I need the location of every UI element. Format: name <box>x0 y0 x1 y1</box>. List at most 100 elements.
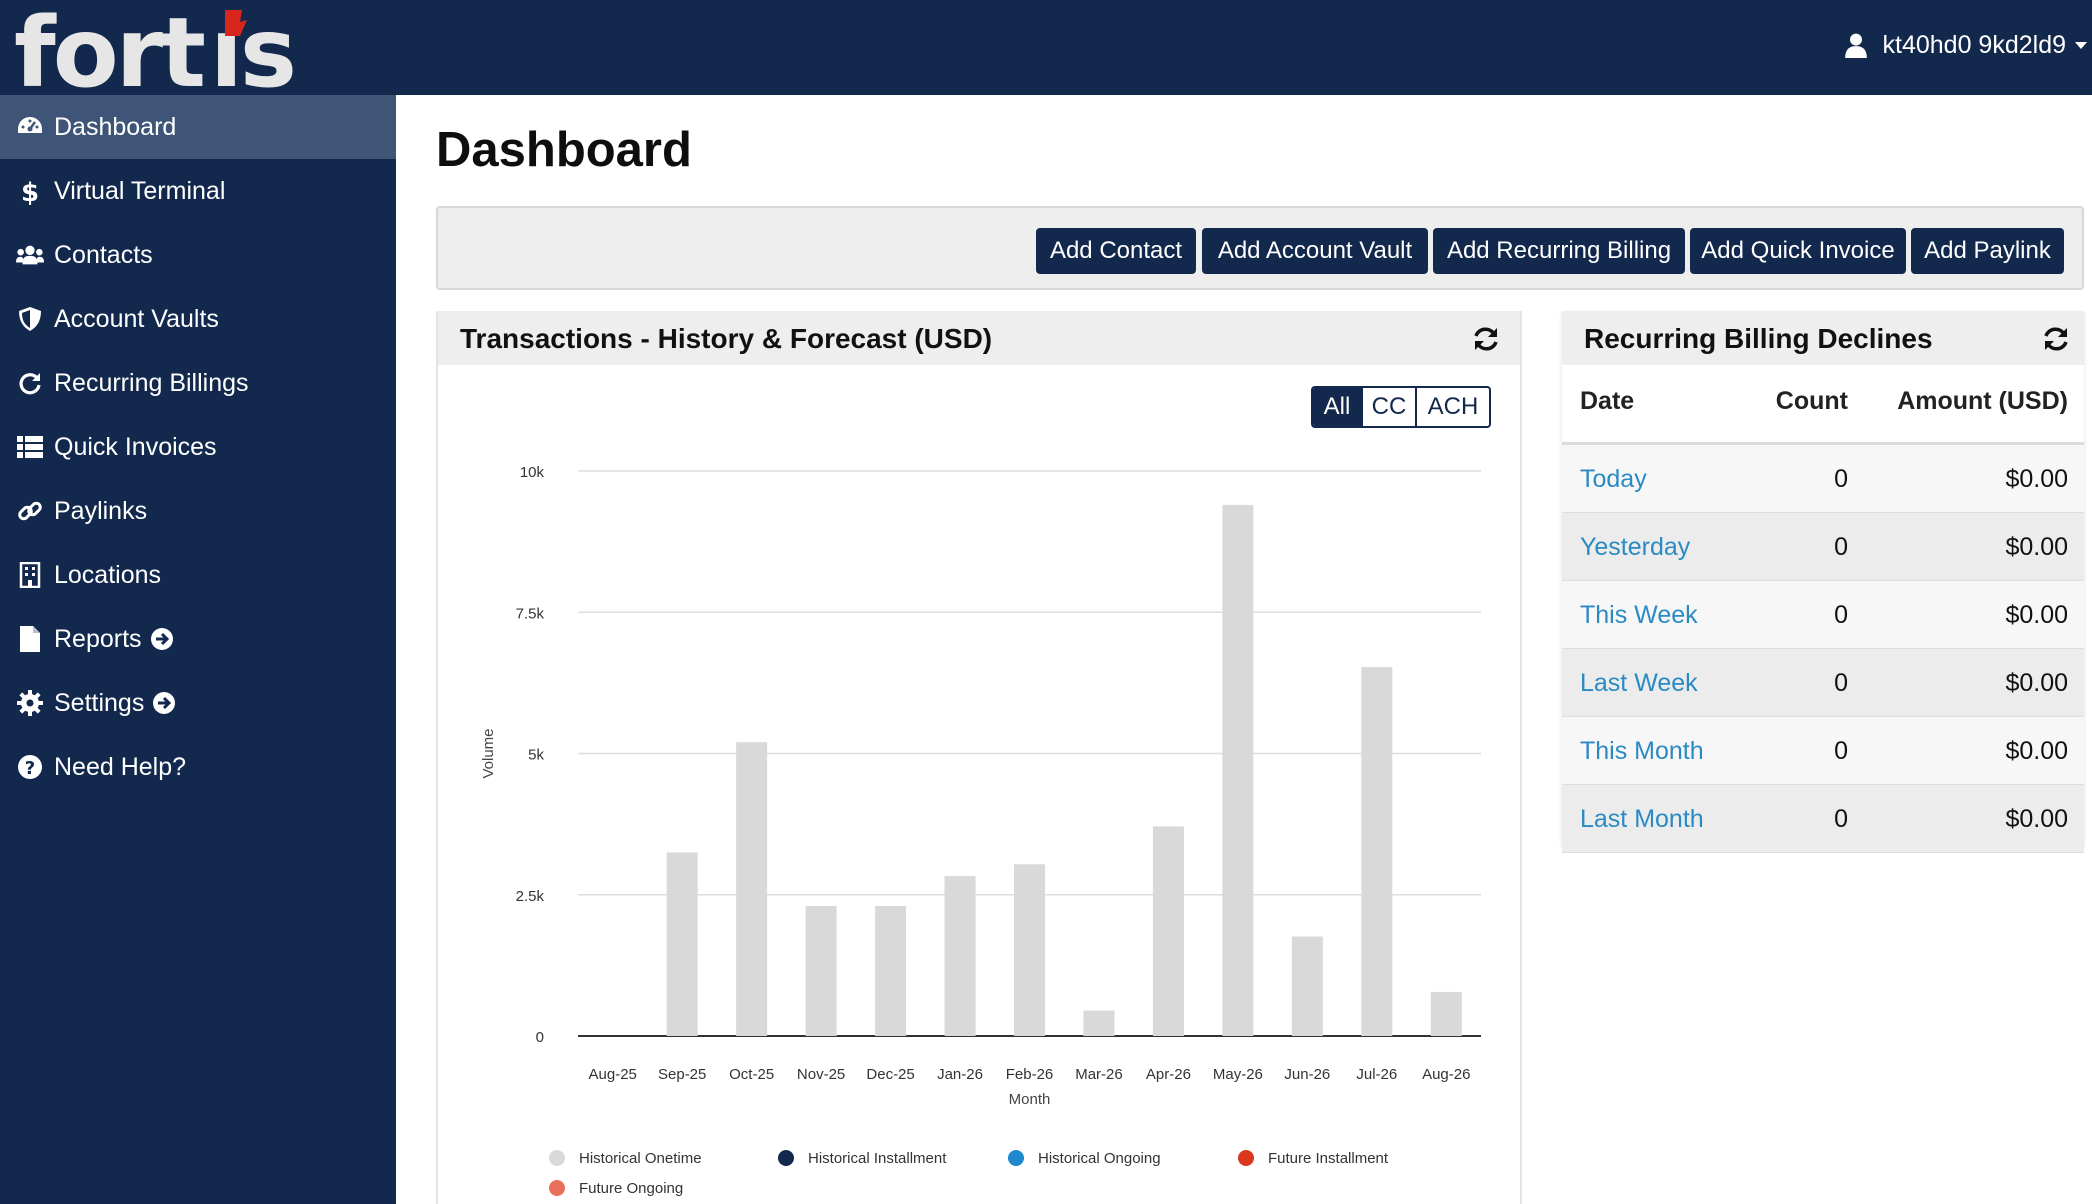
sidebar-item-recurring-billings[interactable]: Recurring Billings <box>0 351 396 415</box>
redo-icon <box>16 369 44 397</box>
amount-cell: $0.00 <box>2005 669 2068 697</box>
legend-label: Future Ongoing <box>579 1180 683 1197</box>
count-cell: 0 <box>1834 533 1848 561</box>
bar-historical-onetime <box>736 742 768 1036</box>
legend-label: Historical Ongoing <box>1038 1150 1161 1167</box>
table-row: This Month 0 $0.00 <box>1562 717 2084 785</box>
table-row: Last Month 0 $0.00 <box>1562 785 2084 853</box>
sidebar-item-reports[interactable]: Reports <box>0 607 396 671</box>
building-icon <box>16 561 44 589</box>
x-axis-title: Month <box>1009 1091 1051 1108</box>
sidebar-item-label: Need Help? <box>54 752 187 781</box>
sidebar-item-label: Reports <box>54 624 142 653</box>
y-tick-label: 2.5k <box>516 888 545 905</box>
sidebar-item-label: Settings <box>54 688 145 717</box>
bar-historical-onetime <box>1430 991 1462 1036</box>
svg-text:fort: fort <box>14 2 204 94</box>
y-tick-label: 7.5k <box>516 605 545 622</box>
sidebar-item-label: Dashboard <box>54 112 177 141</box>
bar-historical-onetime <box>1361 667 1393 1036</box>
add-paylink-button[interactable]: Add Paylink <box>1911 228 2064 274</box>
refresh-icon[interactable] <box>1472 325 1500 353</box>
legend-marker <box>1008 1150 1024 1166</box>
sidebar-item-virtual-terminal[interactable]: $ Virtual Terminal <box>0 159 396 223</box>
user-menu[interactable]: kt40hd0 9kd2ld9 <box>1843 0 2092 90</box>
card-header: Recurring Billing Declines <box>1562 311 2084 365</box>
arrow-circle-right-icon <box>153 692 176 714</box>
count-cell: 0 <box>1834 465 1848 493</box>
sidebar-item-locations[interactable]: Locations <box>0 543 396 607</box>
x-tick-label: Oct-25 <box>729 1066 774 1083</box>
action-bar: Add Contact Add Account Vault Add Recurr… <box>436 206 2084 290</box>
card-header: Transactions - History & Forecast (USD) <box>438 311 1520 365</box>
amount-cell: $0.00 <box>2005 465 2068 493</box>
column-header-amount: Amount (USD) <box>1897 387 2068 415</box>
transactions-card: Transactions - History & Forecast (USD) … <box>436 311 1522 1204</box>
date-link[interactable]: Last Month <box>1580 805 1704 833</box>
filter-all-button[interactable]: All <box>1313 388 1361 426</box>
sidebar-item-label: Account Vaults <box>54 304 219 333</box>
date-link[interactable]: Today <box>1580 465 1647 493</box>
x-tick-label: Feb-26 <box>1006 1066 1054 1083</box>
table-row: Yesterday 0 $0.00 <box>1562 513 2084 581</box>
amount-cell: $0.00 <box>2005 805 2068 833</box>
x-tick-label: May-26 <box>1213 1066 1263 1083</box>
add-recurring-billing-button[interactable]: Add Recurring Billing <box>1433 228 1685 274</box>
sidebar-item-label: Contacts <box>54 240 153 269</box>
filter-ach-button[interactable]: ACH <box>1415 388 1489 426</box>
sidebar-item-label: Recurring Billings <box>54 368 249 397</box>
y-tick-label: 0 <box>536 1029 544 1046</box>
bar-historical-onetime <box>805 906 837 1036</box>
shield-icon <box>16 305 44 333</box>
sidebar-item-account-vaults[interactable]: Account Vaults <box>0 287 396 351</box>
sidebar-item-dashboard[interactable]: Dashboard <box>0 95 396 159</box>
column-header-date: Date <box>1580 387 1635 415</box>
add-account-vault-button[interactable]: Add Account Vault <box>1202 228 1428 274</box>
svg-text:ıs: ıs <box>210 2 294 94</box>
sidebar: Dashboard $ Virtual Terminal Contacts Ac… <box>0 95 396 1204</box>
add-quick-invoice-button[interactable]: Add Quick Invoice <box>1690 228 1906 274</box>
sidebar-item-paylinks[interactable]: Paylinks <box>0 479 396 543</box>
sidebar-item-contacts[interactable]: Contacts <box>0 223 396 287</box>
question-icon: ? <box>16 753 44 781</box>
link-icon <box>16 497 44 525</box>
add-contact-button[interactable]: Add Contact <box>1036 228 1196 274</box>
bar-historical-onetime <box>1222 504 1254 1036</box>
bar-historical-onetime <box>875 906 907 1036</box>
sidebar-item-need-help[interactable]: ? Need Help? <box>0 735 396 799</box>
x-tick-label: Jul-26 <box>1356 1066 1397 1083</box>
table-row: This Week 0 $0.00 <box>1562 581 2084 649</box>
user-name: kt40hd0 9kd2ld9 <box>1882 30 2066 59</box>
x-tick-label: Apr-26 <box>1146 1066 1191 1083</box>
table-row: Today 0 $0.00 <box>1562 445 2084 513</box>
date-link[interactable]: Yesterday <box>1580 533 1691 561</box>
y-axis-title: Volume <box>480 728 497 778</box>
legend-label: Future Installment <box>1268 1150 1389 1167</box>
date-link[interactable]: This Week <box>1580 601 1698 629</box>
refresh-icon[interactable] <box>2042 325 2070 353</box>
amount-cell: $0.00 <box>2005 601 2068 629</box>
bar-historical-onetime <box>1152 826 1184 1036</box>
declines-card: Recurring Billing Declines Date Count Am… <box>1562 311 2084 853</box>
page-title: Dashboard <box>436 123 692 177</box>
top-navbar: fort ıs kt40hd0 9kd2ld9 <box>0 0 2092 95</box>
filter-cc-button[interactable]: CC <box>1361 388 1415 426</box>
date-link[interactable]: Last Week <box>1580 669 1698 697</box>
sidebar-item-quick-invoices[interactable]: Quick Invoices <box>0 415 396 479</box>
count-cell: 0 <box>1834 737 1848 765</box>
caret-down-icon <box>2075 42 2087 49</box>
arrow-circle-right-icon <box>150 628 173 650</box>
column-header-count: Count <box>1775 387 1848 415</box>
table-header: Date Count Amount (USD) <box>1562 365 2084 445</box>
sidebar-item-settings[interactable]: Settings <box>0 671 396 735</box>
x-tick-label: Mar-26 <box>1075 1066 1123 1083</box>
card-title: Recurring Billing Declines <box>1584 323 1933 354</box>
svg-text:?: ? <box>25 758 35 779</box>
date-link[interactable]: This Month <box>1580 737 1704 765</box>
y-tick-label: 10k <box>520 464 545 481</box>
x-tick-label: Sep-25 <box>658 1066 706 1083</box>
legend-marker <box>778 1150 794 1166</box>
sidebar-item-label: Virtual Terminal <box>54 176 226 205</box>
fortis-logo[interactable]: fort ıs <box>14 2 304 94</box>
dashboard-icon <box>16 113 44 141</box>
